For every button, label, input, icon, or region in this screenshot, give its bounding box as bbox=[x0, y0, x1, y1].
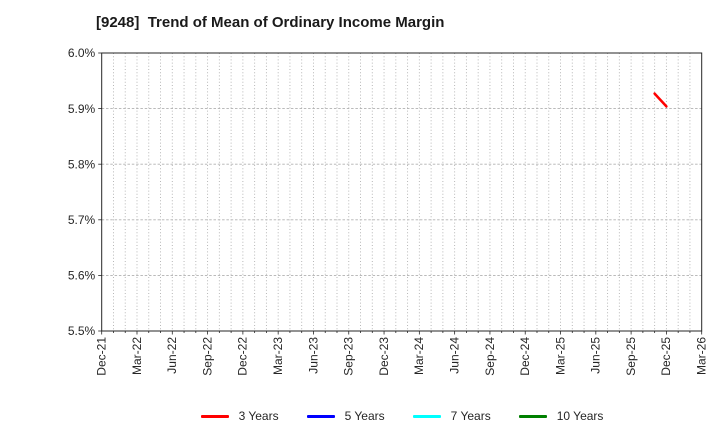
legend-label: 10 Years bbox=[556, 409, 604, 423]
legend-item-5-years: 5 Years bbox=[306, 409, 385, 423]
legend-label: 5 Years bbox=[344, 409, 385, 423]
x-tick-label: Dec-23 bbox=[377, 337, 391, 376]
x-tick-label: Jun-23 bbox=[306, 337, 320, 374]
y-tick-label: 5.8% bbox=[68, 157, 96, 171]
legend-swatch-7-years bbox=[412, 414, 441, 418]
legend-item-3-years: 3 Years bbox=[200, 409, 279, 423]
chart-title: [9248] Trend of Mean of Ordinary Income … bbox=[96, 14, 445, 31]
y-tick-label: 5.7% bbox=[68, 213, 96, 227]
x-tick-label: Dec-22 bbox=[236, 337, 250, 376]
x-tick-label: Sep-25 bbox=[624, 337, 638, 376]
x-tick-label: Sep-23 bbox=[342, 337, 356, 376]
x-tick-label: Dec-24 bbox=[518, 337, 532, 376]
x-tick-label: Mar-25 bbox=[553, 337, 567, 375]
x-tick-label: Mar-22 bbox=[130, 337, 144, 375]
y-tick-label: 6.0% bbox=[68, 46, 96, 60]
legend: 3 Years 5 Years 7 Years 10 Years bbox=[102, 404, 702, 428]
x-tick-label: Mar-23 bbox=[271, 337, 285, 375]
legend-swatch-5-years bbox=[306, 414, 335, 418]
x-tick-label: Jun-22 bbox=[165, 337, 179, 374]
legend-item-10-years: 10 Years bbox=[518, 409, 604, 423]
legend-swatch-3-years bbox=[200, 414, 229, 418]
y-tick-label: 5.5% bbox=[68, 324, 96, 338]
plot-border bbox=[101, 52, 703, 332]
legend-label: 7 Years bbox=[450, 409, 491, 423]
x-tick-label: Mar-26 bbox=[695, 337, 709, 375]
series-line-3-years bbox=[653, 92, 668, 108]
y-tick-label: 5.6% bbox=[68, 269, 96, 283]
x-tick-label: Sep-22 bbox=[200, 337, 214, 376]
x-tick-label: Dec-21 bbox=[95, 337, 109, 376]
x-tick-label: Jun-25 bbox=[589, 337, 603, 374]
x-tick-label: Mar-24 bbox=[412, 337, 426, 375]
y-tick-label: 5.9% bbox=[68, 102, 96, 116]
x-tick-label: Sep-24 bbox=[483, 337, 497, 376]
legend-swatch-10-years bbox=[518, 414, 547, 418]
legend-item-7-years: 7 Years bbox=[412, 409, 491, 423]
x-tick-label: Dec-25 bbox=[659, 337, 673, 376]
x-tick-label: Jun-24 bbox=[447, 337, 461, 374]
legend-label: 3 Years bbox=[238, 409, 279, 423]
